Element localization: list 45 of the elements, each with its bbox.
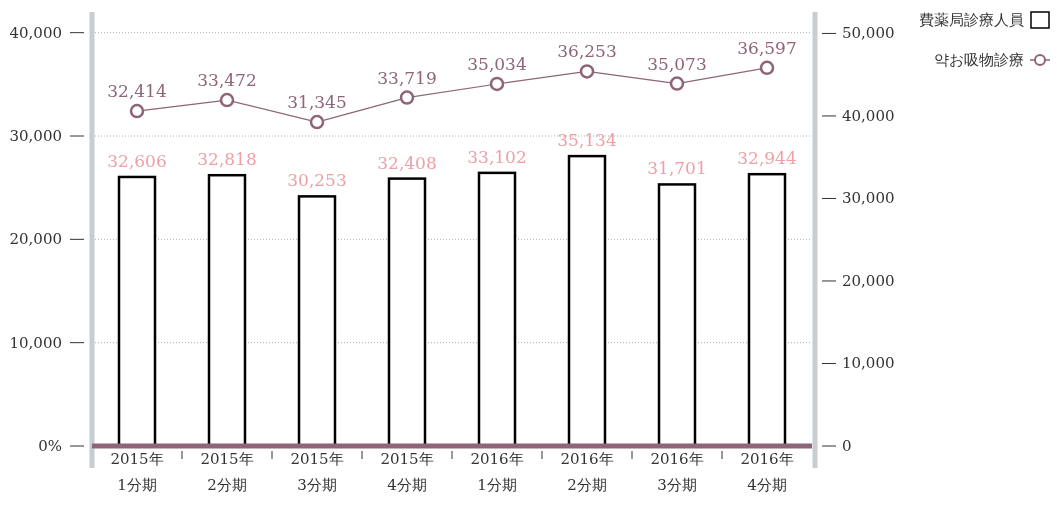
point <box>579 64 595 79</box>
y-tick-label: 30,000 <box>9 127 62 145</box>
data-label: 35,073 <box>647 53 707 74</box>
x-tick-label: 2016年 3分期 <box>650 450 704 494</box>
point <box>759 60 775 76</box>
y2-tick-label: 20,000 <box>842 271 895 290</box>
point <box>669 76 685 91</box>
data-label: 36,597 <box>737 37 797 58</box>
data-label: 32,408 <box>377 152 437 173</box>
data-label: 32,944 <box>737 148 797 169</box>
data-label: 32,606 <box>107 150 167 171</box>
y-tick-label: 40,000 <box>9 23 62 42</box>
data-label: 31,345 <box>287 92 347 113</box>
y-tick-label: 0% <box>38 437 62 455</box>
data-label: 32,818 <box>197 149 257 170</box>
point <box>399 90 415 105</box>
y2-tick-label: 0 <box>842 437 852 455</box>
data-label: 35,134 <box>557 130 617 151</box>
data-label: 35,034 <box>467 53 527 74</box>
point <box>489 76 505 92</box>
x-tick-label: 2016年 4分期 <box>740 450 794 494</box>
y-tick-label: 10,000 <box>9 333 62 352</box>
data-label: 31,701 <box>647 158 707 179</box>
x-tick-label: 2015年 4分期 <box>380 450 434 494</box>
data-label: 33,472 <box>197 70 257 91</box>
y2-tick-label: 50,000 <box>842 24 895 43</box>
point <box>129 103 145 119</box>
x-tick-label: 2015年 3分期 <box>290 450 344 494</box>
x-tick-label: 2015年 2分期 <box>200 450 254 494</box>
x-tick-label: 2016年 2分期 <box>560 450 614 494</box>
y2-tick-label: 40,000 <box>842 106 895 125</box>
y2-tick-label: 30,000 <box>842 189 895 208</box>
point <box>219 92 235 108</box>
data-label: 33,719 <box>377 67 437 88</box>
x-tick-label: 2015年 1分期 <box>110 450 164 494</box>
data-label: 30,253 <box>287 170 347 191</box>
legend-label: 費薬局診療人員 <box>919 11 1024 29</box>
y-tick-label: 20,000 <box>9 230 62 249</box>
data-label: 32,414 <box>107 81 167 102</box>
x-tick-label: 2016年 1分期 <box>470 450 524 494</box>
legend-label: 약お吸物診療 <box>934 51 1024 69</box>
data-label: 33,102 <box>467 146 527 167</box>
data-label: 36,253 <box>557 41 617 62</box>
y2-tick-label: 10,000 <box>842 354 895 373</box>
point <box>309 114 325 130</box>
